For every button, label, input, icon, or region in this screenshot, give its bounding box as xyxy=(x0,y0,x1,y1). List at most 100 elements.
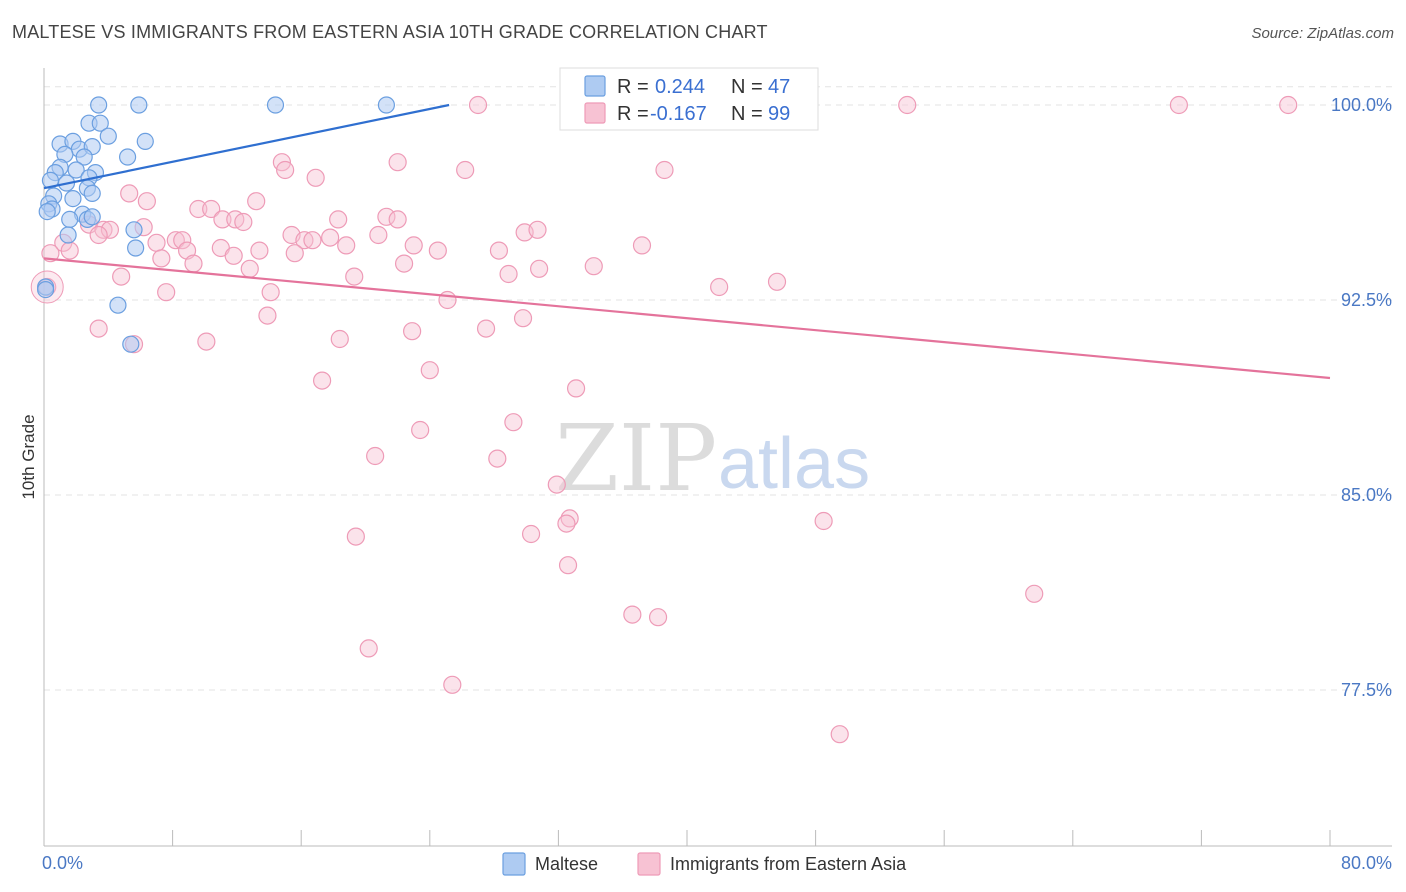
asia-point-4 xyxy=(1279,95,1298,115)
y-axis-title: 10th Grade xyxy=(19,414,38,499)
asia-point-91 xyxy=(443,675,462,694)
asia-point-37 xyxy=(337,236,356,255)
asia-point-23 xyxy=(94,220,113,239)
asia-point-90 xyxy=(359,639,378,658)
legend-n-value-asia: 99 xyxy=(768,103,790,125)
asia-point-21 xyxy=(388,210,407,229)
asia-point-52 xyxy=(394,254,414,273)
y-tick-label-2: 85.0% xyxy=(1341,485,1392,505)
grid-lines xyxy=(44,86,1392,691)
source-label: Source: ZipAtlas.com xyxy=(1251,25,1394,42)
series-maltese-points xyxy=(37,96,395,353)
x-tick-label-min: 0.0% xyxy=(42,853,83,873)
asia-point-76 xyxy=(504,413,523,432)
legend-swatch-maltese xyxy=(584,75,606,97)
legend-n-label-asia: N = xyxy=(731,103,763,125)
asia-point-63 xyxy=(261,283,280,302)
series-asia-points xyxy=(30,95,1298,744)
watermark-atlas: atlas xyxy=(718,424,870,504)
correlation-legend: R = 0.244 N = 47 R = -0.167 N = 99 xyxy=(559,67,819,131)
maltese-point-14 xyxy=(118,148,137,166)
asia-point-14 xyxy=(189,199,208,219)
asia-point-65 xyxy=(258,306,277,325)
series-legend: Maltese Immigrants from Eastern Asia xyxy=(502,852,907,876)
asia-point-11 xyxy=(120,184,139,203)
y-tick-labels: 100.0% 92.5% 85.0% 77.5% xyxy=(1331,95,1392,700)
asia-point-59 xyxy=(345,267,364,286)
maltese-point-37 xyxy=(37,281,55,299)
asia-point-70 xyxy=(330,329,349,349)
asia-point-81 xyxy=(560,509,579,528)
asia-point-85 xyxy=(521,524,541,544)
maltese-point-13 xyxy=(75,148,93,166)
maltese-point-35 xyxy=(127,239,145,257)
asia-point-55 xyxy=(584,257,603,276)
maltese-point-33 xyxy=(59,226,77,244)
asia-point-39 xyxy=(632,236,652,255)
asia-point-31 xyxy=(369,225,388,245)
asia-point-77 xyxy=(411,420,430,440)
asia-point-13 xyxy=(247,192,266,211)
maltese-point-7 xyxy=(136,132,154,150)
maltese-point-2 xyxy=(266,96,285,114)
legend-r-value-maltese: 0.244 xyxy=(655,76,705,98)
asia-point-30 xyxy=(321,228,340,247)
maltese-point-16 xyxy=(67,161,85,179)
asia-point-67 xyxy=(89,319,108,338)
asia-point-86 xyxy=(558,556,578,575)
asia-point-64 xyxy=(438,290,457,310)
asia-point-9 xyxy=(456,160,475,180)
asia-point-15 xyxy=(202,199,221,219)
asia-point-49 xyxy=(184,254,203,273)
asia-point-24 xyxy=(100,220,120,239)
asia-point-58 xyxy=(112,267,131,286)
asia-point-79 xyxy=(488,449,507,468)
x-tick-label-max: 80.0% xyxy=(1341,853,1392,873)
asia-point-28 xyxy=(89,225,108,245)
legend-r-value-asia: -0.167 xyxy=(650,103,707,125)
maltese-point-6 xyxy=(99,127,117,145)
maltese-point-3 xyxy=(377,96,395,114)
asia-point-56 xyxy=(41,244,60,263)
maltese-point-38 xyxy=(109,296,127,314)
asia-point-66 xyxy=(513,309,533,328)
maltese-point-24 xyxy=(64,190,82,208)
legend-n-label-maltese: N = xyxy=(731,76,763,98)
asia-point-44 xyxy=(250,241,269,260)
asia-point-82 xyxy=(557,514,576,533)
y-tick-label-1: 92.5% xyxy=(1341,290,1392,310)
maltese-point-28 xyxy=(38,203,56,221)
bottom-legend-swatch-asia xyxy=(637,852,661,876)
asia-point-32 xyxy=(147,233,166,252)
legend-swatch-asia xyxy=(584,102,606,124)
asia-point-27 xyxy=(528,220,547,239)
bottom-legend-label-maltese: Maltese xyxy=(535,854,598,874)
asia-point-75 xyxy=(566,379,586,398)
asia-trend-line xyxy=(43,257,1331,380)
asia-point-34 xyxy=(173,231,192,250)
maltese-point-30 xyxy=(61,210,79,228)
asia-point-18 xyxy=(234,212,253,232)
watermark: ZIP atlas xyxy=(555,405,870,512)
maltese-point-34 xyxy=(125,221,143,239)
maltese-point-1 xyxy=(130,96,148,114)
asia-point-16 xyxy=(213,210,232,229)
asia-point-88 xyxy=(623,605,642,624)
asia-point-87 xyxy=(1025,584,1044,603)
asia-point-7 xyxy=(306,168,325,187)
asia-point-50 xyxy=(224,246,243,265)
asia-point-36 xyxy=(303,231,322,250)
watermark-zip: ZIP xyxy=(555,405,717,512)
asia-point-45 xyxy=(285,244,304,263)
asia-point-51 xyxy=(240,259,259,278)
asia-point-2 xyxy=(898,95,917,115)
bottom-legend-label-asia: Immigrants from Eastern Asia xyxy=(670,854,907,874)
asia-point-83 xyxy=(814,511,833,531)
asia-point-19 xyxy=(329,210,348,229)
asia-point-8 xyxy=(388,153,407,172)
asia-point-46 xyxy=(428,241,447,260)
asia-point-84 xyxy=(346,527,365,546)
asia-point-54 xyxy=(499,264,518,284)
asia-point-78 xyxy=(366,446,385,466)
asia-point-0 xyxy=(468,95,488,115)
